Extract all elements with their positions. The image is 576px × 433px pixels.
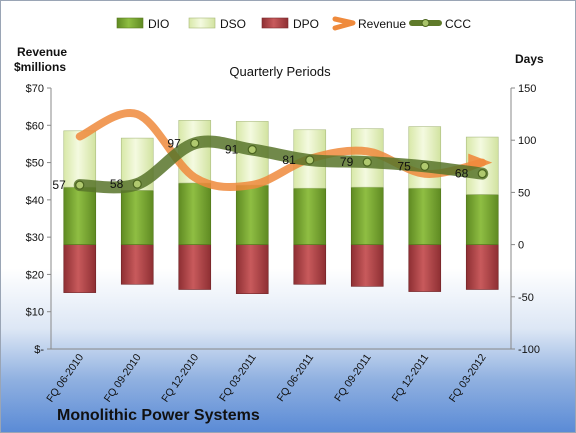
bar-dio [293, 187, 327, 245]
ccc-point [132, 179, 142, 189]
ccc-data-label: 68 [455, 167, 469, 181]
right-tick-label: 0 [518, 240, 524, 252]
ccc-data-label: 91 [225, 143, 239, 157]
bar-dio [178, 182, 212, 245]
bar-dpo [120, 244, 154, 285]
bar-dio [120, 190, 154, 245]
left-tick-label: $- [34, 344, 44, 356]
ccc-data-label: 81 [282, 153, 296, 167]
bar-dpo [63, 244, 97, 293]
right-tick-label: 50 [518, 187, 530, 199]
legend-dso-label: DSO [220, 17, 246, 31]
x-tick-label: FQ 09-2011 [332, 352, 374, 404]
ccc-point [420, 161, 430, 171]
right-tick-label: -50 [518, 292, 534, 304]
right-tick-label: 150 [518, 83, 536, 95]
ccc-data-label: 79 [340, 155, 354, 169]
legend-ccc-label: CCC [445, 17, 471, 31]
legend-revenue-swatch [332, 16, 356, 31]
left-tick-label: $40 [26, 195, 44, 207]
x-tick-label: FQ 12-2011 [390, 352, 432, 404]
left-axis-title-line1: Revenue [17, 45, 67, 59]
ccc-point [305, 155, 315, 165]
ccc-data-label: 57 [52, 178, 66, 192]
bar-dio [350, 186, 384, 245]
left-tick-label: $20 [26, 269, 44, 281]
legend: DIO DSO DPO Revenue CCC [116, 16, 471, 31]
ccc-point [75, 180, 85, 190]
x-tick-label: FQ 12-2010 [159, 352, 201, 405]
bar-dpo [465, 244, 499, 290]
legend-revenue-label: Revenue [358, 17, 406, 31]
ccc-point [477, 169, 487, 179]
bar-dpo [293, 244, 327, 285]
bar-dpo [235, 244, 269, 294]
left-tick-label: $50 [26, 158, 44, 170]
x-tick-label: FQ 06-2011 [275, 352, 317, 404]
left-tick-label: $30 [26, 232, 44, 244]
legend-dpo-label: DPO [293, 17, 319, 31]
ccc-data-label: 58 [110, 177, 124, 191]
ccc-point [362, 157, 372, 167]
x-tick-label: FQ 06-2010 [44, 352, 86, 405]
x-tick-label: FQ 03-2012 [447, 352, 489, 405]
revenue-line [75, 108, 487, 192]
right-tick-label: -100 [518, 344, 540, 356]
bar-dio [408, 187, 442, 245]
left-tick-label: $70 [26, 83, 44, 95]
x-tick-label: FQ 09-2010 [102, 352, 144, 405]
bar-dio [63, 186, 97, 245]
legend-ccc-swatch-marker [421, 19, 430, 27]
ccc-point [247, 144, 257, 155]
bar-dpo [350, 244, 384, 287]
bar-dso [408, 126, 442, 189]
legend-dso-swatch [188, 17, 216, 29]
left-tick-label: $10 [26, 307, 44, 319]
legend-dio-label: DIO [148, 17, 169, 31]
chart-title: Quarterly Periods [229, 64, 331, 79]
legend-dpo-swatch [261, 17, 289, 29]
right-tick-label: 100 [518, 135, 536, 147]
left-axis-title-line2: $millions [14, 60, 66, 74]
left-tick-label: $60 [26, 120, 44, 132]
ccc-point [190, 138, 200, 148]
bar-dpo [178, 244, 212, 290]
ccc-data-label: 97 [167, 136, 181, 150]
ccc-data-label: 75 [397, 159, 411, 173]
bar-dio [465, 194, 499, 245]
x-tick-label: FQ 03-2011 [217, 352, 259, 404]
bar-dpo [408, 244, 442, 292]
company-name: Monolithic Power Systems [57, 407, 260, 424]
bar-dio [235, 184, 269, 245]
right-axis-title: Days [515, 52, 544, 66]
ccc-line [73, 135, 489, 194]
legend-dio-swatch [116, 17, 144, 29]
